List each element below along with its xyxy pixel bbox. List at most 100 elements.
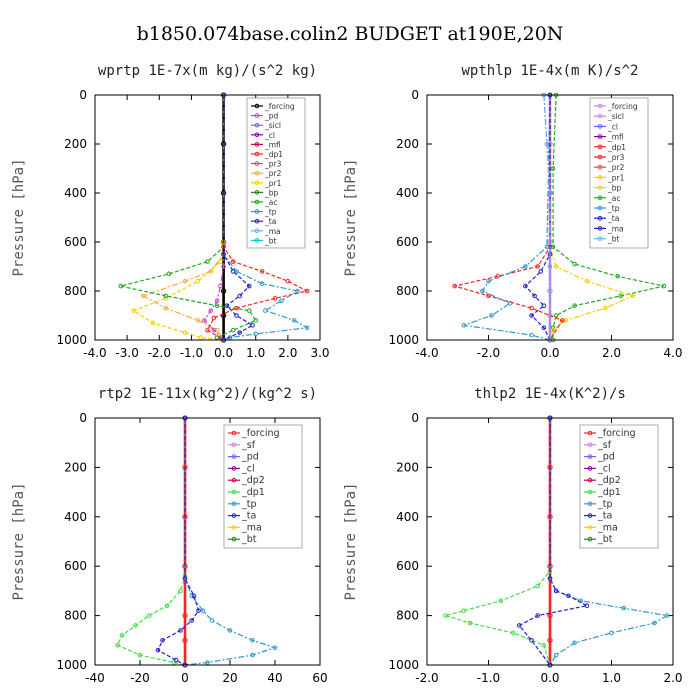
series-line-dp1 (206, 95, 309, 341)
plot-frame (426, 417, 674, 666)
series-point-pr2 (182, 278, 188, 284)
legend-label: _bp (264, 188, 279, 197)
series-point-ta (221, 251, 226, 257)
series-point-ta (541, 325, 547, 331)
series-line-ta (223, 95, 254, 341)
series-point-ac (230, 327, 236, 333)
series-line-tp (463, 94, 551, 341)
legend-marker (597, 185, 603, 190)
series-point-ta (234, 313, 239, 318)
series-point-pd (201, 318, 207, 323)
series-point-dp1 (443, 613, 448, 618)
series-point-dp1 (285, 278, 291, 284)
legend-label: _tp (241, 499, 257, 510)
series-point-tp (250, 638, 255, 643)
y-tick-label: 600 (64, 235, 87, 249)
legend-marker (254, 151, 260, 157)
legend-label: _pr1 (264, 179, 282, 188)
x-tick-label: 3.0 (310, 346, 329, 360)
legend-marker (587, 513, 593, 518)
legend-label: _ma (241, 522, 262, 533)
legend-marker (231, 525, 237, 530)
series-point-ta (529, 638, 534, 643)
series-point-dp1 (171, 660, 177, 665)
y-tick-label: 400 (64, 186, 87, 200)
series-point-dp1 (164, 603, 170, 609)
y-tick-label: 200 (64, 460, 87, 474)
series-point-tp (664, 613, 670, 618)
series-point-dp1 (178, 588, 183, 594)
series-point-dp1 (133, 623, 138, 628)
series-line-dp1 (443, 418, 551, 666)
series-point-tp (507, 300, 513, 306)
x-tick-label: 1.0 (602, 671, 621, 685)
y-tick-label: 1000 (56, 333, 87, 347)
series-point-pd (214, 298, 220, 304)
x-tick-label: -2.0 (415, 671, 438, 685)
series-point-tp (250, 652, 255, 658)
y-axis-label: Pressure [hPa] (343, 158, 359, 276)
series-line-ta (518, 418, 589, 666)
series-point-ac (118, 283, 124, 289)
series-point-pr1 (163, 296, 169, 301)
series-point-ta (237, 330, 242, 335)
series-point-ac (550, 244, 556, 250)
legend-label: _dp1 (264, 150, 283, 159)
series-line-tp (184, 418, 277, 666)
legend-label: _cl (241, 463, 255, 474)
series-point-tp (253, 331, 259, 337)
figure-title: b1850.074base.colin2 BUDGET at190E,20N (137, 23, 564, 45)
legend-marker (254, 142, 260, 147)
legend-label: _ac (607, 194, 620, 203)
series-point-tp (291, 318, 297, 323)
panel-title: rtp2 1E-11x(kg^2)/(kg^2 s) (98, 386, 317, 402)
y-tick-label: 800 (64, 609, 87, 623)
series-point-ta (547, 576, 553, 581)
series-line-ta (524, 95, 551, 341)
series-point-ac (618, 293, 624, 299)
legend-label: _forcing (241, 428, 280, 439)
y-tick-label: 600 (396, 235, 419, 249)
series-point-tp (480, 288, 485, 294)
series-point-tp (572, 640, 577, 646)
y-tick-label: 200 (396, 460, 419, 474)
series-point-tp (227, 628, 233, 633)
series-point-tp (544, 244, 550, 250)
series-point-tp (523, 264, 528, 269)
legend-label: _mfl (264, 140, 281, 149)
legend-label: _bt (241, 534, 257, 545)
series-point-ac (572, 261, 577, 267)
series-point-tp (553, 652, 559, 658)
legend-marker (587, 489, 593, 495)
series-point-tp (461, 323, 467, 328)
legend-marker (597, 124, 603, 129)
series-point-ac (661, 283, 667, 289)
series-point-tp (652, 620, 657, 626)
legend-label: _sf (597, 440, 612, 451)
series-point-forcing (220, 288, 227, 294)
plot-frame (426, 94, 674, 341)
legend-label: _bt (264, 236, 277, 245)
series-point-ta (516, 623, 522, 628)
x-tick-label: 1.0 (246, 346, 265, 360)
y-axis-label: Pressure [hPa] (11, 158, 27, 276)
x-tick-label: 2.0 (663, 671, 682, 685)
legend-marker (254, 218, 260, 224)
series-point-tp (609, 630, 614, 636)
series-point-pd (208, 308, 214, 313)
series-line-ta (157, 418, 200, 666)
series-point-ta (246, 283, 252, 289)
series-point-ta (191, 593, 197, 599)
series-point-ta (584, 603, 590, 609)
y-tick-label: 600 (396, 559, 419, 573)
series-point-pd (547, 264, 553, 269)
series-line-dp1 (452, 95, 564, 341)
series-point-pd (218, 283, 223, 289)
legend-marker (597, 164, 603, 170)
series-point-ta (196, 608, 201, 613)
series-point-pr1 (603, 305, 608, 311)
x-tick-label: 60 (312, 671, 327, 685)
series-point-ac (205, 259, 210, 264)
legend-label: _forcing (597, 428, 636, 439)
y-tick-label: 800 (64, 284, 87, 298)
